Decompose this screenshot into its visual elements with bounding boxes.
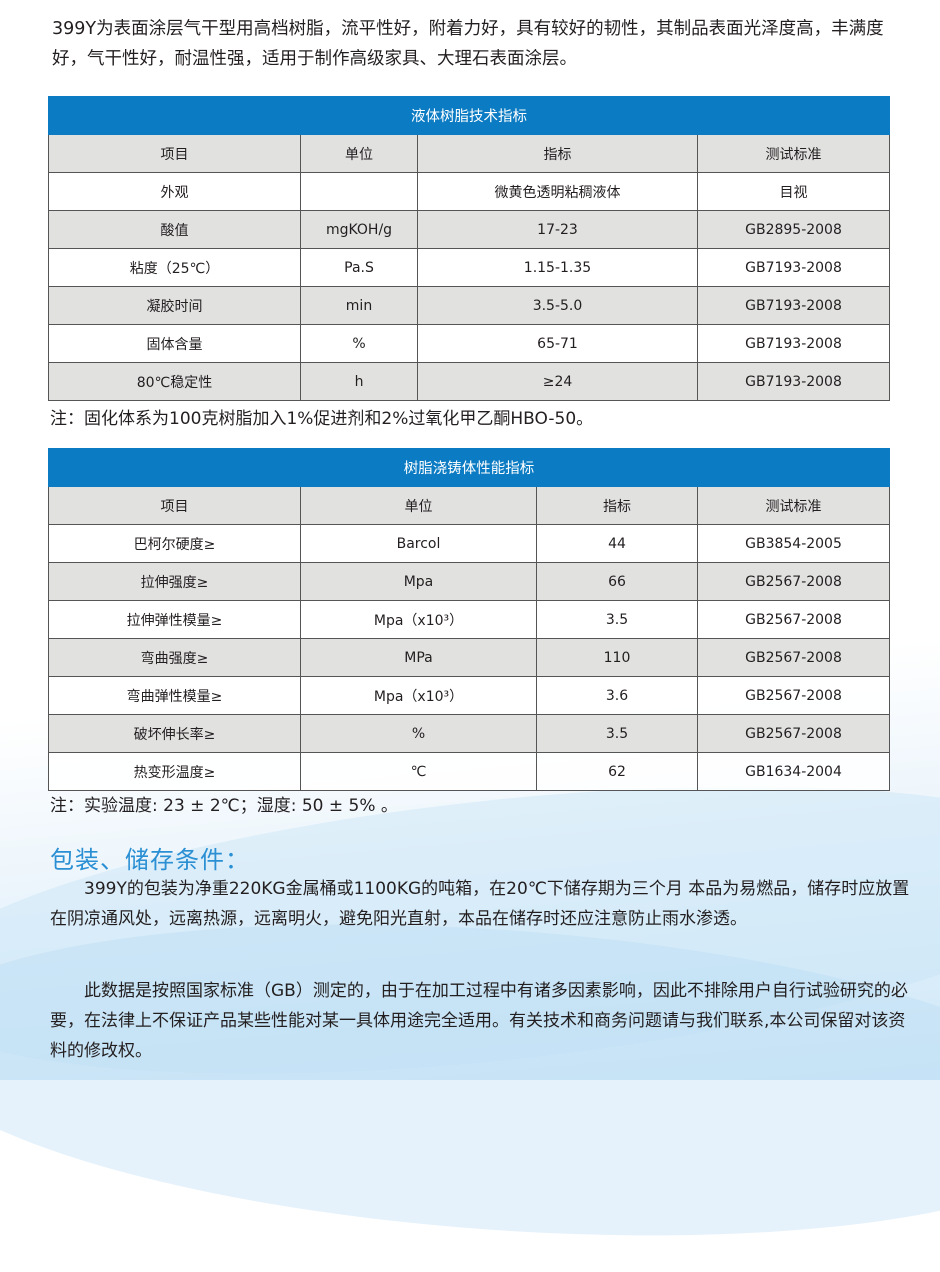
table-cell: % [300, 714, 537, 753]
table-cell: MPa [300, 638, 537, 677]
table-cell: 17-23 [417, 210, 698, 249]
table2-note: 注：实验温度: 23 ± 2℃；湿度: 50 ± 5% 。 [50, 796, 398, 816]
table-cell: GB2895-2008 [697, 210, 890, 249]
table-row: 拉伸弹性模量≥ Mpa（x10³） 3.5 GB2567-2008 [48, 600, 890, 639]
table-cell: GB7193-2008 [697, 324, 890, 363]
table-cell: 微黄色透明粘稠液体 [417, 172, 698, 211]
table-cell: Mpa（x10³） [300, 676, 537, 715]
table-cell: 目视 [697, 172, 890, 211]
table-cell: 热变形温度≥ [48, 752, 301, 791]
background-wave [0, 888, 940, 1272]
cast-resin-performance-table: 树脂浇铸体性能指标 项目 单位 指标 测试标准 巴柯尔硬度≥ Barcol 44 GB3854… [48, 448, 890, 791]
table-cell: h [300, 362, 418, 401]
table-title: 液体树脂技术指标 [48, 96, 890, 135]
table-cell: 破坏伸长率≥ [48, 714, 301, 753]
table-cell: 65-71 [417, 324, 698, 363]
table-cell: 44 [536, 524, 698, 563]
table-cell: 项目 [48, 486, 301, 525]
table-cell: 弯曲强度≥ [48, 638, 301, 677]
table-cell: 62 [536, 752, 698, 791]
table-cell: GB2567-2008 [697, 600, 890, 639]
table-cell: % [300, 324, 418, 363]
table-cell: Mpa [300, 562, 537, 601]
liquid-resin-spec-table: 液体树脂技术指标 项目 单位 指标 测试标准 外观 微黄色透明粘稠液体 目视 酸值 mgKOH/… [48, 96, 890, 401]
table-cell: GB3854-2005 [697, 524, 890, 563]
table-cell: Mpa（x10³） [300, 600, 537, 639]
table-cell: 3.5 [536, 714, 698, 753]
table-cell: 80℃稳定性 [48, 362, 301, 401]
storage-paragraph: 399Y的包装为净重220KG金属桶或1100KG的吨箱，在20℃下储存期为三个… [50, 879, 910, 929]
table-cell: mgKOH/g [300, 210, 418, 249]
table-cell: 固体含量 [48, 324, 301, 363]
table-cell: GB2567-2008 [697, 638, 890, 677]
table-cell: Pa.S [300, 248, 418, 287]
table-row: 破坏伸长率≥% 3.5 GB2567-2008 [48, 714, 890, 753]
table-cell: Barcol [300, 524, 537, 563]
table-cell: GB2567-2008 [697, 562, 890, 601]
table-cell: 66 [536, 562, 698, 601]
table-title: 树脂浇铸体性能指标 [48, 448, 890, 487]
table-row: 凝胶时间 min 3.5-5.0 GB7193-2008 [48, 286, 890, 325]
table-title-row: 树脂浇铸体性能指标 [48, 448, 890, 487]
table-row: 热变形温度≥ ℃ 62 GB1634-2004 [48, 752, 890, 791]
table-cell: 3.5-5.0 [417, 286, 698, 325]
table-cell: 3.6 [536, 676, 698, 715]
table-cell: 测试标准 [697, 486, 890, 525]
table-cell: min [300, 286, 418, 325]
table-cell: 巴柯尔硬度≥ [48, 524, 301, 563]
table-cell: 项目 [48, 134, 301, 173]
table-row: 固体含量% 65-71 GB7193-2008 [48, 324, 890, 363]
intro-text: 399Y为表面涂层气干型用高档树脂，流平性好，附着力好，具有较好的韧性，其制品表… [52, 19, 884, 69]
table-cell: 单位 [300, 134, 418, 173]
table-cell: GB1634-2004 [697, 752, 890, 791]
table-row: 外观 微黄色透明粘稠液体 目视 [48, 172, 890, 211]
table-cell [300, 172, 418, 211]
table-cell: 单位 [300, 486, 537, 525]
table-cell: GB7193-2008 [697, 362, 890, 401]
table-cell: GB7193-2008 [697, 286, 890, 325]
table-cell: 110 [536, 638, 698, 677]
table-row: 粘度（25℃） Pa.S 1.15-1.35 GB7193-2008 [48, 248, 890, 287]
table-cell: 凝胶时间 [48, 286, 301, 325]
table-cell: 拉伸弹性模量≥ [48, 600, 301, 639]
table-row: 弯曲弹性模量≥ Mpa（x10³） 3.6 GB2567-2008 [48, 676, 890, 715]
table-cell: GB7193-2008 [697, 248, 890, 287]
table-cell: 指标 [417, 134, 698, 173]
table-cell: GB2567-2008 [697, 714, 890, 753]
table-row: 巴柯尔硬度≥ Barcol 44 GB3854-2005 [48, 524, 890, 563]
table-cell: 测试标准 [697, 134, 890, 173]
table-cell: 酸值 [48, 210, 301, 249]
table-row: 拉伸强度≥ Mpa 66 GB2567-2008 [48, 562, 890, 601]
table-header-row: 项目 单位 指标 测试标准 [48, 134, 890, 173]
table-cell: ≥24 [417, 362, 698, 401]
table-cell: 粘度（25℃） [48, 248, 301, 287]
table-row: 80℃稳定性 h ≥24 GB7193-2008 [48, 362, 890, 401]
table-title-row: 液体树脂技术指标 [48, 96, 890, 135]
table-cell: 1.15-1.35 [417, 248, 698, 287]
table-cell: 拉伸强度≥ [48, 562, 301, 601]
table-row: 酸值 mgKOH/g 17-23 GB2895-2008 [48, 210, 890, 249]
table-header-row: 项目 单位 指标 测试标准 [48, 486, 890, 525]
disclaimer-paragraph: 此数据是按照国家标准（GB）测定的，由于在加工过程中有诸多因素影响，因此不排除用… [50, 981, 908, 1061]
table-cell: 3.5 [536, 600, 698, 639]
table-cell: GB2567-2008 [697, 676, 890, 715]
table-cell: 弯曲弹性模量≥ [48, 676, 301, 715]
table-cell: 指标 [536, 486, 698, 525]
table-cell: ℃ [300, 752, 537, 791]
storage-heading: 包装、储存条件： [50, 846, 250, 874]
table-row: 弯曲强度≥ MPa 110 GB2567-2008 [48, 638, 890, 677]
table-cell: 外观 [48, 172, 301, 211]
table1-note: 注：固化体系为100克树脂加入1%促进剂和2%过氧化甲乙酮HBO-50。 [50, 409, 594, 429]
